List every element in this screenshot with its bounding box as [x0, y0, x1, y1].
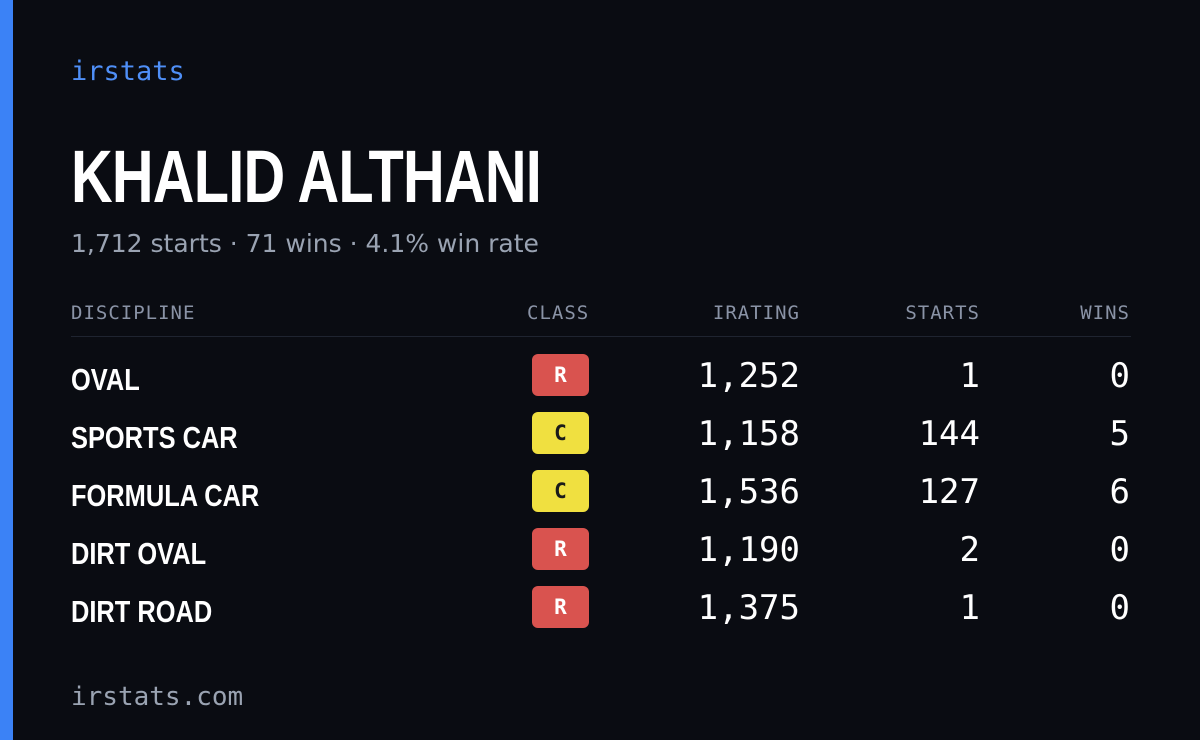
header-divider	[71, 336, 1131, 337]
table-row: DIRT ROAD R 1,375 1 0	[0, 586, 1200, 644]
class-badge: R	[532, 586, 589, 628]
irating-value: 1,375	[697, 588, 800, 628]
brand-logo-text: irstats	[71, 56, 185, 87]
discipline-name: OVAL	[71, 362, 140, 397]
driver-name: KHALID ALTHANI	[71, 135, 542, 218]
starts-value: 1	[959, 588, 980, 628]
wins-value: 0	[1109, 530, 1130, 570]
irating-value: 1,536	[697, 472, 800, 512]
starts-value: 1	[959, 356, 980, 396]
discipline-name: DIRT ROAD	[71, 594, 213, 629]
class-badge: C	[532, 412, 589, 454]
header-wins: WINS	[1080, 302, 1130, 324]
wins-value: 0	[1109, 356, 1130, 396]
starts-value: 2	[959, 530, 980, 570]
wins-value: 0	[1109, 588, 1130, 628]
footer-url: irstats.com	[71, 682, 244, 712]
table-row: SPORTS CAR C 1,158 144 5	[0, 412, 1200, 470]
irating-value: 1,252	[697, 356, 800, 396]
wins-value: 6	[1109, 472, 1130, 512]
discipline-name: DIRT OVAL	[71, 536, 207, 571]
starts-value: 127	[918, 472, 980, 512]
table-row: OVAL R 1,252 1 0	[0, 354, 1200, 412]
header-discipline: DISCIPLINE	[71, 302, 196, 324]
discipline-name: FORMULA CAR	[71, 478, 260, 513]
class-badge: C	[532, 470, 589, 512]
header-starts: STARTS	[905, 302, 980, 324]
discipline-name: SPORTS CAR	[71, 420, 238, 455]
starts-value: 144	[918, 414, 980, 454]
class-badge: R	[532, 354, 589, 396]
irating-value: 1,158	[697, 414, 800, 454]
header-irating: IRATING	[712, 302, 800, 324]
table-row: DIRT OVAL R 1,190 2 0	[0, 528, 1200, 586]
header-class: CLASS	[527, 302, 590, 324]
class-badge: R	[532, 528, 589, 570]
driver-summary: 1,712 starts · 71 wins · 4.1% win rate	[71, 229, 539, 258]
irating-value: 1,190	[697, 530, 800, 570]
accent-bar	[0, 0, 13, 740]
wins-value: 5	[1109, 414, 1130, 454]
table-row: FORMULA CAR C 1,536 127 6	[0, 470, 1200, 528]
